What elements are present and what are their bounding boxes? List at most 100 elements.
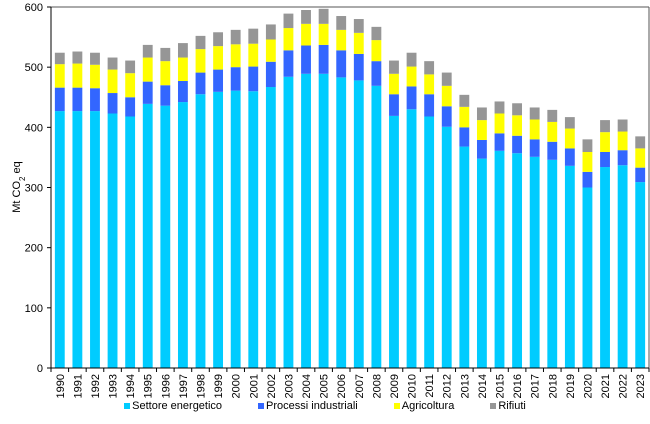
bar-segment-settore-energetico-1996 bbox=[160, 105, 171, 369]
x-tick-label: 1995 bbox=[143, 374, 155, 398]
bar-segment-rifiuti-2018 bbox=[547, 109, 558, 122]
bar-segment-processi-industriali-2004 bbox=[301, 45, 311, 74]
bar-segment-agricoltura-2018 bbox=[547, 121, 558, 142]
bar-segment-agricoltura-2003 bbox=[283, 28, 294, 51]
bar-segment-processi-industriali-2020 bbox=[582, 171, 593, 188]
x-tick-label: 2016 bbox=[512, 374, 524, 398]
x-tick-label: 1998 bbox=[196, 374, 208, 398]
bar-segment-settore-energetico-1997 bbox=[177, 102, 188, 368]
bar-segment-rifiuti-2011 bbox=[424, 61, 435, 75]
bar-segment-agricoltura-1994 bbox=[125, 73, 136, 98]
x-tick-label: 1996 bbox=[160, 374, 172, 398]
bar-segment-rifiuti-2021 bbox=[600, 120, 610, 133]
bar-segment-processi-industriali-2019 bbox=[564, 148, 575, 166]
bar-segment-processi-industriali-1999 bbox=[213, 69, 224, 92]
bar-segment-processi-industriali-1995 bbox=[142, 81, 153, 104]
bar-segment-processi-industriali-2023 bbox=[635, 167, 646, 183]
bar-segment-processi-industriali-2017 bbox=[529, 139, 540, 157]
x-tick-label: 2010 bbox=[407, 374, 419, 398]
bar-segment-processi-industriali-2015 bbox=[494, 133, 505, 151]
bar-segment-processi-industriali-2014 bbox=[476, 139, 487, 159]
bar-segment-agricoltura-2016 bbox=[512, 115, 523, 136]
bar-segment-agricoltura-2023 bbox=[635, 148, 646, 168]
bar-segment-rifiuti-2015 bbox=[494, 101, 505, 114]
bar-segment-settore-energetico-2020 bbox=[582, 187, 593, 368]
bar-segment-processi-industriali-1996 bbox=[160, 85, 171, 106]
x-tick-label: 2002 bbox=[266, 374, 278, 398]
legend-swatch bbox=[393, 403, 400, 409]
bar-segment-settore-energetico-2009 bbox=[389, 115, 399, 369]
x-tick-label: 2018 bbox=[547, 374, 559, 398]
legend-item-rifiuti: Rifiuti bbox=[490, 400, 526, 412]
bar-segment-settore-energetico-2002 bbox=[265, 87, 276, 369]
bar-segment-settore-energetico-2004 bbox=[301, 73, 311, 368]
bar-segment-agricoltura-1996 bbox=[160, 61, 171, 86]
x-tick-label: 2013 bbox=[459, 374, 471, 398]
bar-segment-rifiuti-2010 bbox=[406, 52, 417, 67]
bar-segment-agricoltura-1993 bbox=[107, 69, 118, 94]
bar-segment-agricoltura-1992 bbox=[90, 64, 100, 89]
bar-segment-settore-energetico-2011 bbox=[424, 116, 435, 368]
y-tick-label: 200 bbox=[25, 243, 43, 255]
bar-segment-processi-industriali-2001 bbox=[248, 66, 259, 92]
bar-segment-settore-energetico-2008 bbox=[371, 85, 382, 368]
x-tick-label: 2008 bbox=[371, 374, 383, 398]
bar-segment-processi-industriali-2011 bbox=[424, 94, 435, 117]
bar-segment-agricoltura-2020 bbox=[582, 152, 593, 172]
legend-swatch bbox=[124, 403, 131, 409]
bar-segment-rifiuti-1999 bbox=[213, 32, 224, 47]
bar-segment-rifiuti-2012 bbox=[441, 72, 452, 86]
legend-label: Settore energetico bbox=[132, 400, 223, 412]
x-tick-label: 2006 bbox=[336, 374, 348, 398]
y-tick-label: 400 bbox=[25, 122, 43, 134]
bar-segment-rifiuti-2020 bbox=[582, 139, 593, 152]
bar-segment-rifiuti-2017 bbox=[529, 107, 540, 120]
y-ticks-layer: 0 100 200 300 400 500 600 bbox=[25, 2, 51, 375]
bar-segment-rifiuti-1997 bbox=[177, 43, 188, 58]
bar-segment-processi-industriali-2010 bbox=[406, 86, 417, 110]
bar-segment-rifiuti-1998 bbox=[195, 35, 206, 50]
x-ticks-layer: 1990 1991 1992 1993 1994 1995 1996 1997 1998 1999… bbox=[50, 368, 650, 398]
x-tick-label: 1992 bbox=[90, 374, 102, 398]
bar-segment-agricoltura-2006 bbox=[336, 29, 347, 51]
bar-segment-agricoltura-2002 bbox=[265, 39, 276, 62]
bar-segment-rifiuti-2009 bbox=[389, 60, 399, 74]
x-tick-label: 2001 bbox=[248, 374, 260, 398]
bar-segment-settore-energetico-2023 bbox=[635, 182, 646, 368]
x-tick-label: 1997 bbox=[178, 374, 190, 398]
bar-segment-processi-industriali-1994 bbox=[125, 97, 136, 117]
bar-segment-settore-energetico-1995 bbox=[142, 103, 153, 369]
bar-segment-processi-industriali-2008 bbox=[371, 61, 382, 86]
bar-segment-agricoltura-2017 bbox=[529, 119, 540, 140]
bar-segment-rifiuti-1990 bbox=[54, 52, 65, 65]
x-tick-label: 1999 bbox=[213, 374, 225, 398]
bar-segment-rifiuti-2000 bbox=[230, 29, 241, 45]
bar-segment-processi-industriali-2022 bbox=[617, 150, 628, 166]
x-tick-label: 2014 bbox=[477, 374, 489, 398]
bar-segment-settore-energetico-2017 bbox=[529, 156, 540, 368]
x-tick-label: 2022 bbox=[618, 374, 630, 398]
bar-segment-rifiuti-2014 bbox=[476, 107, 487, 121]
bar-segment-settore-energetico-1991 bbox=[72, 111, 83, 368]
bar-segment-processi-industriali-1997 bbox=[177, 81, 188, 103]
bar-segment-processi-industriali-2000 bbox=[230, 67, 241, 91]
bar-segment-rifiuti-2022 bbox=[617, 119, 628, 132]
bar-segment-agricoltura-2010 bbox=[406, 66, 417, 87]
bar-segment-settore-energetico-2005 bbox=[318, 73, 329, 368]
bar-segment-agricoltura-2013 bbox=[459, 106, 470, 128]
bar-segment-agricoltura-2008 bbox=[371, 40, 382, 62]
x-tick-label: 2005 bbox=[319, 374, 331, 398]
bar-segment-processi-industriali-2002 bbox=[265, 61, 276, 88]
bar-segment-settore-energetico-2006 bbox=[336, 77, 347, 368]
bar-segment-agricoltura-2007 bbox=[353, 32, 364, 54]
x-tick-label: 2017 bbox=[530, 374, 542, 398]
bar-segment-rifiuti-2008 bbox=[371, 26, 382, 41]
bar-segment-settore-energetico-1994 bbox=[125, 116, 136, 368]
bar-segment-processi-industriali-2009 bbox=[389, 94, 399, 116]
bar-segment-settore-energetico-2010 bbox=[406, 109, 417, 368]
x-tick-label: 2020 bbox=[582, 374, 594, 398]
bar-segment-settore-energetico-2015 bbox=[494, 150, 505, 368]
bar-segment-rifiuti-2002 bbox=[265, 24, 276, 40]
bar-segment-settore-energetico-2003 bbox=[283, 76, 294, 368]
